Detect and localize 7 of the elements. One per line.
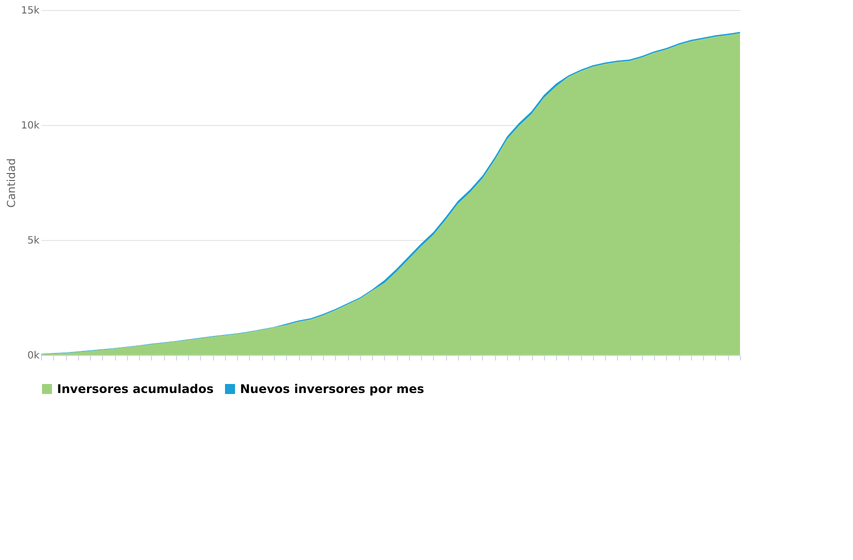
y-tick-label: 10k — [20, 120, 40, 132]
y-tick-label: 5k — [27, 236, 40, 246]
y-axis-title: Cantidad — [4, 158, 18, 208]
legend-label: Nuevos inversores por mes — [240, 382, 424, 396]
y-tick-label: 0k — [27, 350, 40, 362]
y-tick-label: 15k — [20, 6, 40, 16]
legend-label: Inversores acumulados — [57, 382, 214, 396]
